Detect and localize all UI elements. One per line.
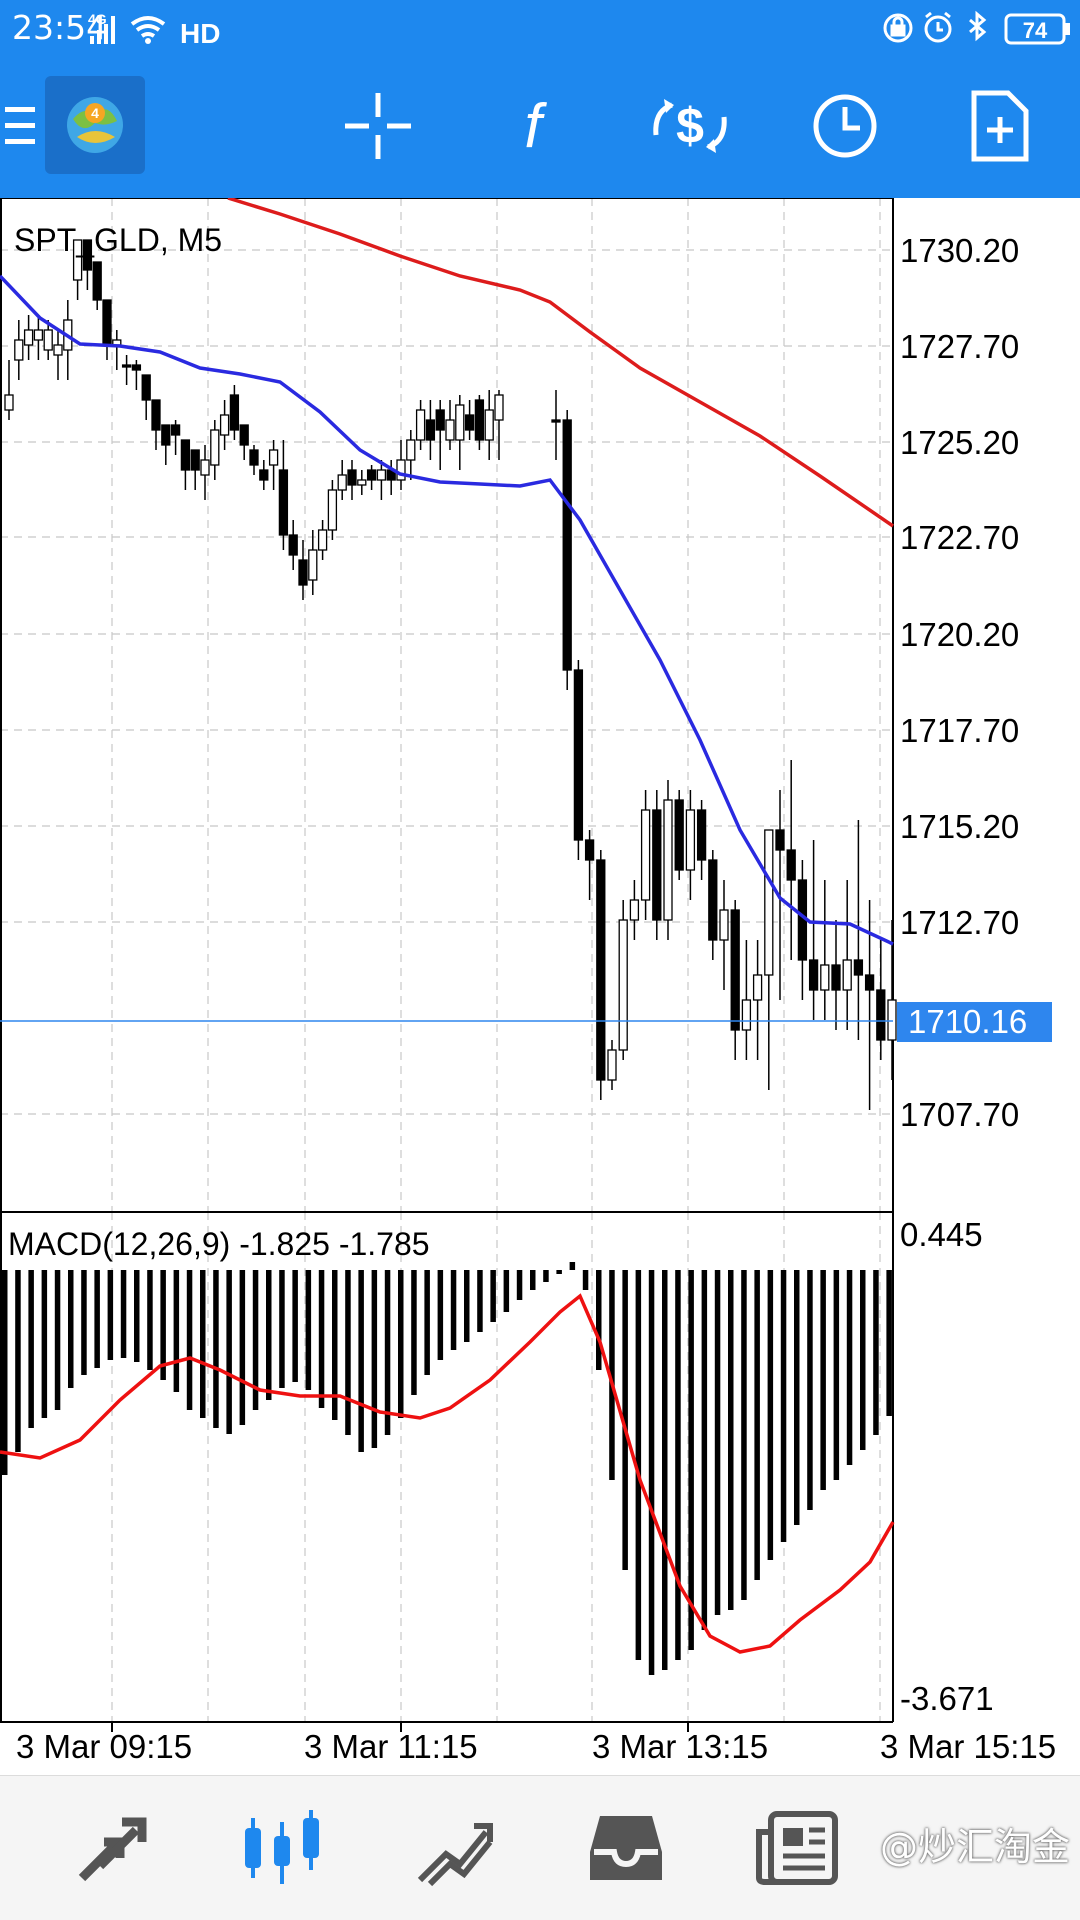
bluetooth-icon <box>969 10 987 42</box>
price-label: 1720.20 <box>900 616 1019 653</box>
quotes-icon <box>78 1817 147 1882</box>
indicators-icon: f <box>524 92 547 161</box>
macd-min-label: -3.671 <box>900 1680 994 1717</box>
hd-label: HD <box>180 18 220 48</box>
watermark: @炒汇淘金 <box>879 1825 1070 1869</box>
time-axis: 3 Mar 09:15 3 Mar 11:15 3 Mar 13:15 3 Ma… <box>16 1728 1056 1765</box>
current-price-label: 1710.16 <box>908 1003 1027 1040</box>
price-label: 1727.70 <box>900 328 1019 365</box>
nav-trade[interactable] <box>404 1798 504 1898</box>
price-axis: 1730.20 1727.70 1725.20 1722.70 1720.20 … <box>900 232 1019 1133</box>
crosshair-button[interactable] <box>328 76 428 176</box>
current-price-tag <box>897 1002 1052 1042</box>
menu-button[interactable] <box>0 76 65 176</box>
alarm-lock-icon <box>883 13 913 43</box>
app-logo-icon: 4 <box>67 97 123 153</box>
signal-icon <box>90 36 94 44</box>
price-label: 1725.20 <box>900 424 1019 461</box>
price-label: 1715.20 <box>900 808 1019 845</box>
time-label: 3 Mar 13:15 <box>592 1728 768 1765</box>
crosshair-icon <box>345 93 411 159</box>
nav-news[interactable] <box>748 1798 848 1898</box>
objects-button[interactable] <box>950 76 1050 176</box>
macd-histogram <box>2 1262 892 1675</box>
indicators-button[interactable]: f <box>483 76 583 176</box>
signal-wifi-icons: 4G HD <box>88 11 220 48</box>
macd-label: MACD(12,26,9) -1.825 -1.785 <box>8 1226 430 1262</box>
news-icon <box>756 1811 838 1885</box>
chart-icon <box>245 1810 319 1884</box>
menu-icon <box>5 107 35 144</box>
status-right-icons: 74 <box>883 10 1070 45</box>
macd-signal-line <box>0 1293 895 1654</box>
macd-max-label: 0.445 <box>900 1216 983 1253</box>
price-label: 1730.20 <box>900 232 1019 269</box>
trade-button[interactable]: $ <box>640 76 740 176</box>
alarm-clock-icon <box>924 11 952 43</box>
svg-text:4: 4 <box>91 105 99 121</box>
chart-area[interactable]: 1710.16 SPT_GLD, M5 MACD(12,26,9) -1.825… <box>0 196 1080 1775</box>
time-label: 3 Mar 09:15 <box>16 1728 192 1765</box>
wifi-icon <box>130 16 166 38</box>
svg-text:f: f <box>524 92 547 161</box>
price-label: 1722.70 <box>900 519 1019 556</box>
price-label: 1712.70 <box>900 904 1019 941</box>
trade-icon <box>417 1823 493 1887</box>
price-label: 1717.70 <box>900 712 1019 749</box>
nav-chart[interactable] <box>232 1798 332 1898</box>
price-chart[interactable]: 1710.16 SPT_GLD, M5 MACD(12,26,9) -1.825… <box>0 196 1080 1775</box>
history-icon <box>590 1816 662 1880</box>
battery-level: 74 <box>1023 18 1048 43</box>
time-label: 3 Mar 15:15 <box>880 1728 1056 1765</box>
chart-toolbar: 4 f $ <box>0 56 1080 198</box>
app-logo[interactable]: 4 <box>45 76 145 174</box>
ma-slow-line <box>227 196 894 528</box>
price-label: 1707.70 <box>900 1096 1019 1133</box>
nav-quotes[interactable] <box>60 1798 160 1898</box>
time-label: 3 Mar 11:15 <box>304 1728 478 1765</box>
timeframe-button[interactable] <box>795 76 895 176</box>
chart-grid <box>0 198 893 1732</box>
objects-icon <box>971 90 1029 162</box>
symbol-label: SPT_GLD, M5 <box>14 222 222 258</box>
trade-icon: $ <box>653 98 727 154</box>
status-bar: 23:54 4G HD 74 <box>0 0 1080 56</box>
svg-text:$: $ <box>676 98 704 154</box>
ma-fast-line <box>0 274 894 946</box>
candlestick-series <box>4 239 897 1110</box>
battery-icon <box>1004 13 1070 45</box>
nav-history[interactable] <box>576 1798 676 1898</box>
network-label: 4G <box>88 11 107 27</box>
bottom-navigation: @炒汇淘金 <box>0 1775 1080 1920</box>
timeframe-icon <box>813 94 877 158</box>
